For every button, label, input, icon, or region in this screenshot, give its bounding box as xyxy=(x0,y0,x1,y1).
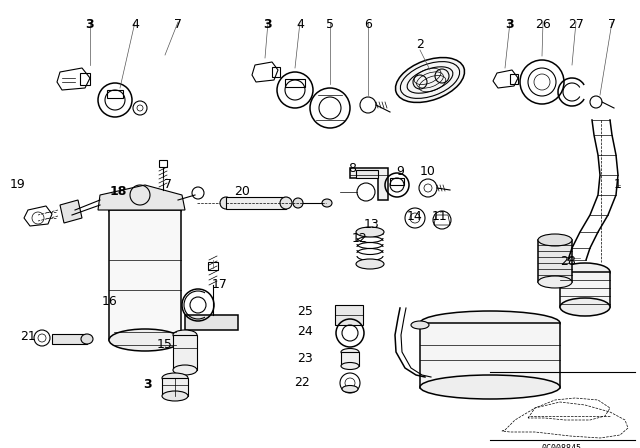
Text: 2: 2 xyxy=(416,38,424,51)
Bar xyxy=(341,352,359,366)
Ellipse shape xyxy=(293,198,303,208)
Bar xyxy=(159,160,167,167)
Text: 17: 17 xyxy=(212,278,228,291)
Text: 3: 3 xyxy=(506,18,515,31)
Text: 8: 8 xyxy=(348,162,356,175)
Polygon shape xyxy=(185,315,238,330)
Bar xyxy=(560,272,610,307)
Text: 26: 26 xyxy=(535,18,551,31)
Text: 7: 7 xyxy=(608,18,616,31)
Ellipse shape xyxy=(109,329,181,351)
Polygon shape xyxy=(98,185,185,210)
Ellipse shape xyxy=(220,197,232,209)
Bar xyxy=(162,378,188,396)
Ellipse shape xyxy=(538,276,572,288)
Bar xyxy=(80,73,90,85)
Ellipse shape xyxy=(341,349,359,356)
Ellipse shape xyxy=(396,57,465,103)
Ellipse shape xyxy=(342,385,358,392)
Ellipse shape xyxy=(420,375,560,399)
Ellipse shape xyxy=(162,373,188,383)
Ellipse shape xyxy=(560,263,610,281)
Ellipse shape xyxy=(411,321,429,329)
Ellipse shape xyxy=(420,311,560,335)
Bar xyxy=(107,90,123,98)
Text: 14: 14 xyxy=(407,210,423,223)
Text: 16: 16 xyxy=(102,295,118,308)
Text: 21: 21 xyxy=(20,330,36,343)
Bar xyxy=(52,334,87,344)
Text: 6: 6 xyxy=(364,18,372,31)
Ellipse shape xyxy=(341,362,359,370)
Text: 1: 1 xyxy=(614,178,622,191)
Text: 28: 28 xyxy=(560,255,576,268)
Bar xyxy=(285,79,305,87)
Ellipse shape xyxy=(356,259,384,269)
Text: 23: 23 xyxy=(297,352,313,365)
Text: 0C008845: 0C008845 xyxy=(542,444,582,448)
Text: 22: 22 xyxy=(294,376,310,389)
Bar xyxy=(272,67,280,77)
Text: 5: 5 xyxy=(326,18,334,31)
Bar xyxy=(109,210,181,340)
Bar xyxy=(173,335,197,370)
Text: 3: 3 xyxy=(144,378,152,391)
Ellipse shape xyxy=(173,330,197,340)
Text: 20: 20 xyxy=(234,185,250,198)
Text: 3: 3 xyxy=(86,18,94,31)
Text: 10: 10 xyxy=(420,165,436,178)
Text: 13: 13 xyxy=(364,218,380,231)
Text: 12: 12 xyxy=(352,232,368,245)
Bar xyxy=(356,170,378,178)
Text: 11: 11 xyxy=(432,210,448,223)
Text: 3: 3 xyxy=(264,18,272,31)
Ellipse shape xyxy=(538,234,572,246)
Text: 4: 4 xyxy=(131,18,139,31)
Ellipse shape xyxy=(81,334,93,344)
Text: 7: 7 xyxy=(174,18,182,31)
Bar xyxy=(208,262,218,270)
Bar xyxy=(420,323,560,388)
Ellipse shape xyxy=(173,365,197,375)
Text: 15: 15 xyxy=(157,338,173,351)
Bar xyxy=(335,305,363,325)
Polygon shape xyxy=(350,168,388,200)
Ellipse shape xyxy=(280,197,292,209)
Ellipse shape xyxy=(322,199,332,207)
Bar xyxy=(538,240,572,282)
Ellipse shape xyxy=(109,199,181,221)
Ellipse shape xyxy=(560,298,610,316)
Bar xyxy=(510,74,518,84)
Bar xyxy=(226,197,286,209)
Text: 24: 24 xyxy=(297,325,313,338)
Text: 9: 9 xyxy=(396,165,404,178)
Text: 27: 27 xyxy=(568,18,584,31)
Text: 25: 25 xyxy=(297,305,313,318)
Polygon shape xyxy=(60,200,82,223)
Text: 19: 19 xyxy=(10,178,26,191)
Ellipse shape xyxy=(356,227,384,237)
Ellipse shape xyxy=(162,391,188,401)
Text: 4: 4 xyxy=(296,18,304,31)
Text: 7: 7 xyxy=(164,178,172,191)
Text: 18: 18 xyxy=(109,185,127,198)
Bar xyxy=(390,178,404,185)
